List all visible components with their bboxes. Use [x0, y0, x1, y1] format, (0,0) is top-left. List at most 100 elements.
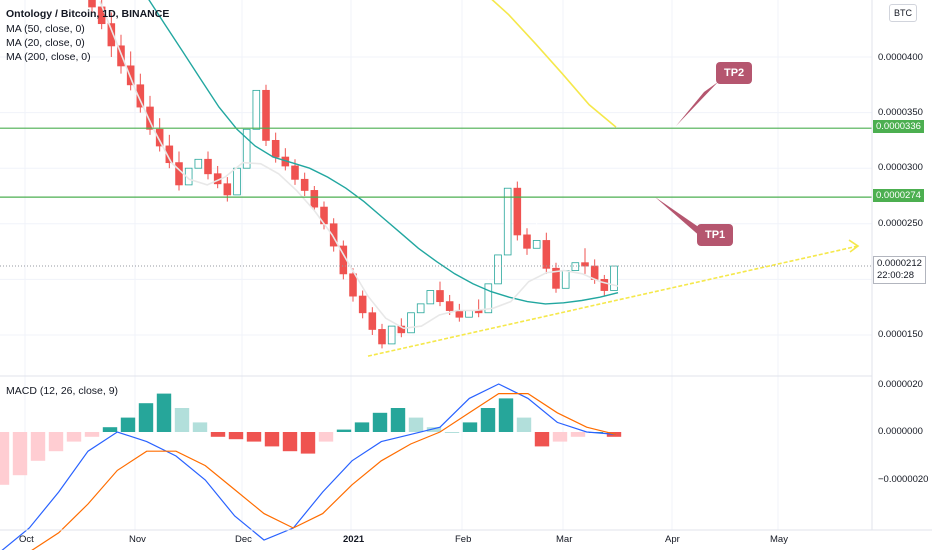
trendline-arrowhead [848, 239, 860, 253]
tp1-callout-pointer [655, 197, 702, 238]
candle-body [378, 329, 386, 345]
candle-body [223, 183, 232, 196]
macd-histogram-bar [408, 417, 424, 432]
candle-body [455, 310, 464, 318]
candle-body [165, 145, 174, 164]
macd-line[interactable] [0, 383, 617, 553]
macd-histogram-bar [390, 408, 406, 432]
candle-body [204, 158, 212, 175]
candle-body [561, 270, 570, 289]
candle-body [571, 262, 580, 271]
macd-histogram-bar [354, 422, 370, 432]
macd-histogram-bar [66, 432, 82, 442]
candle-body [349, 273, 357, 297]
candle-body [233, 167, 241, 196]
candle-body [581, 262, 589, 267]
candle-body [542, 240, 551, 269]
ma50-line[interactable] [99, 1, 619, 330]
tp2-price-tag: 0.0000336 [873, 120, 924, 133]
price-tick: 0.0000400 [878, 52, 923, 63]
legend-macd[interactable]: MACD (12, 26, close, 9) [6, 385, 119, 397]
tp2-annotation[interactable]: TP2 [716, 62, 753, 84]
macd-histogram-bar [480, 408, 496, 432]
macd-histogram-bar [12, 432, 28, 476]
time-tick: Mar [556, 534, 573, 545]
candle-body [523, 234, 531, 249]
macd-histogram-bar [300, 432, 316, 454]
candle-body [600, 278, 609, 291]
candle-body [107, 23, 116, 47]
grid-lines [0, 0, 872, 530]
macd-tick: 0.0000000 [878, 426, 923, 437]
symbol-title[interactable]: Ontology / Bitcoin, 1D, BINANCE [6, 8, 170, 20]
currency-button[interactable]: BTC [889, 4, 917, 22]
legend-ma20[interactable]: MA (20, close, 0) [6, 37, 85, 49]
candle-body [252, 89, 261, 130]
macd-histogram-bar [246, 432, 262, 442]
signal-line[interactable] [0, 393, 617, 555]
candle-body [610, 265, 618, 291]
macd-histogram-bar [120, 417, 136, 432]
candle-body [329, 223, 338, 247]
candle-body [194, 158, 203, 169]
time-tick: Apr [665, 534, 680, 545]
candle-body [242, 128, 251, 169]
price-tick: 0.0000250 [878, 218, 923, 229]
candle-body [484, 283, 493, 314]
macd-pane[interactable] [0, 383, 622, 555]
candle-body [436, 290, 444, 303]
candle-body [262, 89, 270, 141]
macd-histogram-bar [570, 432, 586, 437]
time-tick: Oct [19, 534, 34, 545]
macd-histogram-bar [0, 432, 10, 485]
legend-title: Ontology / Bitcoin, 1D, BINANCE [6, 7, 169, 21]
candle-body [126, 65, 135, 86]
candle-body [117, 45, 125, 67]
legend-ma50[interactable]: MA (50, close, 0) [6, 23, 85, 35]
macd-histogram-bar [138, 403, 154, 432]
macd-histogram-bar [192, 422, 208, 432]
candle-body [155, 128, 164, 147]
candle-body [416, 303, 425, 314]
macd-histogram-bar [318, 432, 334, 442]
ma20-line[interactable] [110, 0, 619, 305]
candle-body [407, 312, 415, 334]
macd-histogram-bar [372, 412, 388, 432]
candle-body [387, 325, 396, 345]
macd-histogram-bar [30, 432, 46, 461]
bar-countdown: 22:00:28 [877, 270, 914, 281]
candle-body [358, 295, 367, 314]
candle-body [136, 84, 145, 108]
last-price-value: 0.0000212 [877, 258, 922, 269]
macd-histogram-bar [174, 408, 190, 432]
candle-body [465, 310, 473, 318]
time-tick: May [770, 534, 788, 545]
macd-tick: 0.0000020 [878, 379, 923, 390]
macd-histogram-bar [282, 432, 298, 452]
tp1-annotation[interactable]: TP1 [697, 224, 734, 246]
candle-body [513, 187, 522, 236]
candle-body [291, 165, 299, 180]
price-tick: 0.0000350 [878, 107, 923, 118]
legend-ma200[interactable]: MA (200, close, 0) [6, 51, 91, 63]
ma200-line[interactable] [455, 0, 617, 128]
macd-histogram-bar [552, 432, 568, 442]
candle-body [310, 190, 319, 208]
macd-histogram-bar [462, 422, 478, 432]
candle-body [552, 267, 560, 289]
candle-body [445, 301, 454, 311]
candle-body [146, 106, 154, 130]
macd-histogram-bar [534, 432, 550, 447]
macd-histogram-bar [48, 432, 64, 452]
candle-body [494, 254, 502, 285]
time-tick: Dec [235, 534, 252, 545]
macd-histogram-bar [516, 417, 532, 432]
tp1-price-tag: 0.0000274 [873, 189, 924, 202]
macd-histogram-bar [84, 432, 100, 437]
candle-body [368, 312, 377, 330]
last-price-tag: 0.0000212 22:00:28 [873, 256, 926, 284]
candle-body [271, 139, 280, 158]
price-pane[interactable] [0, 0, 872, 357]
